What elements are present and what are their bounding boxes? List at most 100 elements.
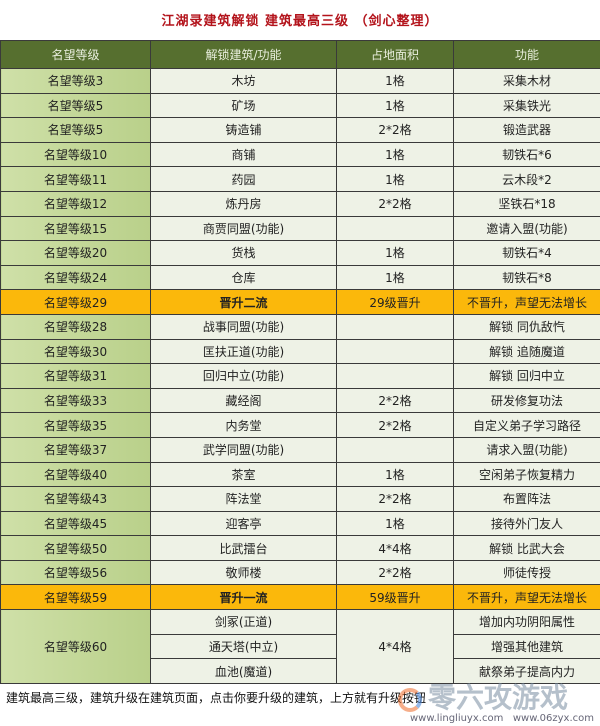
header-function: 功能 bbox=[453, 40, 600, 69]
table-row: 血池(魔道) 献祭弟子提高内力 bbox=[1, 658, 600, 684]
cell-area: 1格 bbox=[336, 240, 454, 266]
cell-level: 名望等级45 bbox=[0, 510, 151, 537]
cell-building: 通天塔(中立) bbox=[150, 633, 337, 660]
table-row: 名望等级20 货栈 1格 韧铁石*4 bbox=[0, 240, 600, 266]
cell-function: 韧铁石*8 bbox=[453, 264, 600, 291]
cell-level: 名望等级28 bbox=[0, 313, 151, 340]
table-row: 名望等级56 敬师楼 2*2格 师徒传授 bbox=[0, 559, 600, 586]
cell-area bbox=[336, 313, 454, 340]
cell-area: 2*2格 bbox=[336, 559, 454, 586]
table-row: 名望等级10 商铺 1格 韧铁石*6 bbox=[0, 141, 600, 168]
cell-area bbox=[336, 363, 454, 389]
cell-function: 采集铁光 bbox=[453, 92, 600, 119]
cell-function: 师徒传授 bbox=[453, 559, 600, 586]
table-row: 名望等级31 回归中立(功能) 解锁 回归中立 bbox=[0, 363, 600, 389]
cell-building: 木坊 bbox=[150, 68, 337, 94]
header-row: 名望等级 解锁建筑/功能 占地面积 功能 bbox=[0, 40, 600, 69]
cell-building: 血池(魔道) bbox=[150, 658, 337, 684]
cell-function: 增强其他建筑 bbox=[453, 633, 600, 660]
promotion-row: 名望等级29 晋升二流 29级晋升 不晋升，声望无法增长 bbox=[0, 289, 600, 315]
cell-function: 邀请入盟(功能) bbox=[453, 215, 600, 242]
cell-building: 商贾同盟(功能) bbox=[150, 215, 337, 242]
table-row: 名望等级60 剑冢(正道) 4*4格 增加内功阴阳属性 bbox=[0, 609, 600, 684]
cell-area bbox=[336, 338, 454, 365]
header-level: 名望等级 bbox=[0, 40, 151, 69]
cell-function: 韧铁石*6 bbox=[453, 141, 600, 168]
table-row: 名望等级30 匡扶正道(功能) 解锁 追随魔道 bbox=[0, 338, 600, 365]
cell-level: 名望等级20 bbox=[0, 240, 151, 266]
table-row: 名望等级5 矿场 1格 采集铁光 bbox=[0, 92, 600, 119]
table-row: 名望等级28 战事同盟(功能) 解锁 同仇敌忾 bbox=[0, 313, 600, 340]
cell-level: 名望等级40 bbox=[0, 461, 151, 488]
cell-function: 自定义弟子学习路径 bbox=[453, 412, 600, 438]
cell-area: 1格 bbox=[336, 68, 454, 94]
cell-building: 剑冢(正道) bbox=[150, 609, 337, 635]
cell-level: 名望等级5 bbox=[0, 92, 151, 119]
cell-level: 名望等级15 bbox=[0, 215, 151, 242]
cell-level: 名望等级3 bbox=[0, 68, 151, 94]
cell-level: 名望等级56 bbox=[0, 559, 151, 586]
cell-function: 不晋升，声望无法增长 bbox=[453, 584, 600, 611]
cell-level: 名望等级37 bbox=[0, 436, 151, 463]
cell-building: 晋升二流 bbox=[150, 289, 337, 315]
cell-level: 名望等级12 bbox=[0, 190, 151, 217]
cell-level: 名望等级11 bbox=[0, 166, 151, 192]
cell-function: 韧铁石*4 bbox=[453, 240, 600, 266]
cell-area: 2*2格 bbox=[336, 412, 454, 438]
cell-building: 阵法堂 bbox=[150, 486, 337, 512]
cell-area: 29级晋升 bbox=[336, 289, 454, 315]
cell-building: 内务堂 bbox=[150, 412, 337, 438]
cell-area: 1格 bbox=[336, 166, 454, 192]
cell-level: 名望等级30 bbox=[0, 338, 151, 365]
cell-building: 匡扶正道(功能) bbox=[150, 338, 337, 365]
promotion-row: 名望等级59 晋升一流 59级晋升 不晋升，声望无法增长 bbox=[0, 584, 600, 611]
cell-level: 名望等级35 bbox=[0, 412, 151, 438]
cell-building: 矿场 bbox=[150, 92, 337, 119]
cell-building: 铸造铺 bbox=[150, 117, 337, 143]
cell-area: 2*2格 bbox=[336, 387, 454, 414]
cell-level: 名望等级29 bbox=[0, 289, 151, 315]
page-title: 江湖录建筑解锁 建筑最高三级 （剑心整理） bbox=[161, 14, 439, 29]
table-row: 名望等级15 商贾同盟(功能) 邀请入盟(功能) bbox=[0, 215, 600, 242]
table-row: 名望等级24 仓库 1格 韧铁石*8 bbox=[0, 264, 600, 291]
cell-building: 比武擂台 bbox=[150, 535, 337, 561]
cell-function: 研发修复功法 bbox=[453, 387, 600, 414]
cell-area: 2*2格 bbox=[336, 190, 454, 217]
cell-building: 敬师楼 bbox=[150, 559, 337, 586]
cell-function: 解锁 同仇敌忾 bbox=[453, 313, 600, 340]
cell-level: 名望等级5 bbox=[0, 117, 151, 143]
cell-building: 货栈 bbox=[150, 240, 337, 266]
cell-level: 名望等级31 bbox=[0, 363, 151, 389]
cell-building: 战事同盟(功能) bbox=[150, 313, 337, 340]
cell-area: 59级晋升 bbox=[336, 584, 454, 611]
cell-area bbox=[336, 436, 454, 463]
cell-function: 空闲弟子恢复精力 bbox=[453, 461, 600, 488]
cell-level: 名望等级50 bbox=[0, 535, 151, 561]
cell-area bbox=[336, 215, 454, 242]
cell-function: 采集木材 bbox=[453, 68, 600, 94]
table-row: 名望等级5 铸造铺 2*2格 锻造武器 bbox=[0, 117, 600, 143]
table-row: 名望等级12 炼丹房 2*2格 坚铁石*18 bbox=[0, 190, 600, 217]
table-row: 名望等级50 比武擂台 4*4格 解锁 比武大会 bbox=[0, 535, 600, 561]
cell-function: 接待外门友人 bbox=[453, 510, 600, 537]
cell-building: 仓库 bbox=[150, 264, 337, 291]
watermark-logo-icon bbox=[398, 688, 422, 712]
table-row: 名望等级11 药园 1格 云木段*2 bbox=[0, 166, 600, 192]
cell-function: 献祭弟子提高内力 bbox=[453, 658, 600, 684]
table-row: 名望等级43 阵法堂 2*2格 布置阵法 bbox=[0, 486, 600, 512]
cell-level: 名望等级10 bbox=[0, 141, 151, 168]
cell-function: 坚铁石*18 bbox=[453, 190, 600, 217]
cell-building: 迎客亭 bbox=[150, 510, 337, 537]
cell-level: 名望等级60 bbox=[0, 609, 151, 684]
cell-building: 商铺 bbox=[150, 141, 337, 168]
table-row: 名望等级35 内务堂 2*2格 自定义弟子学习路径 bbox=[0, 412, 600, 438]
cell-building: 晋升一流 bbox=[150, 584, 337, 611]
cell-building: 茶室 bbox=[150, 461, 337, 488]
cell-area: 2*2格 bbox=[336, 486, 454, 512]
header-building: 解锁建筑/功能 bbox=[150, 40, 337, 69]
cell-level: 名望等级43 bbox=[0, 486, 151, 512]
cell-building: 武学同盟(功能) bbox=[150, 436, 337, 463]
table-row: 名望等级45 迎客亭 1格 接待外门友人 bbox=[0, 510, 600, 537]
cell-building: 回归中立(功能) bbox=[150, 363, 337, 389]
cell-function: 解锁 追随魔道 bbox=[453, 338, 600, 365]
